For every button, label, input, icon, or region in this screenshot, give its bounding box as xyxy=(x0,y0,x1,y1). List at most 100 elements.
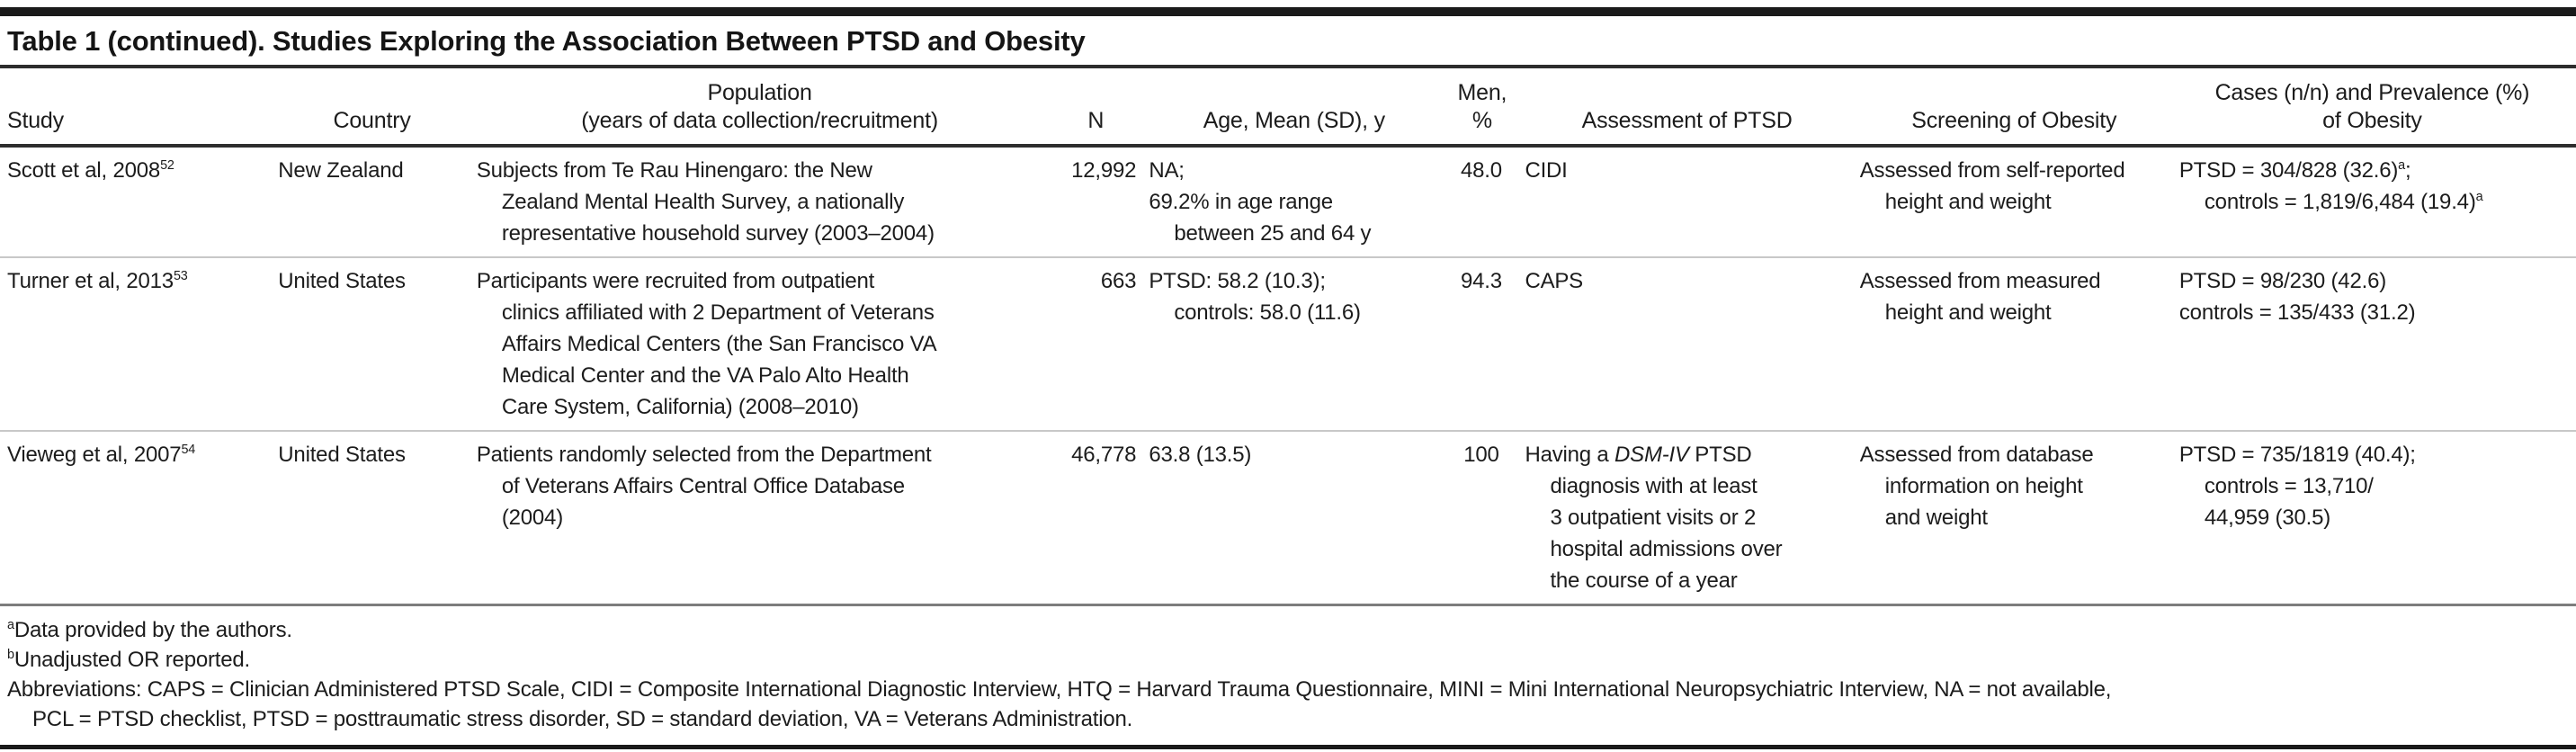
header-men-percent: Men,% xyxy=(1450,68,1525,148)
text-line: Vieweg et al, 200754 xyxy=(7,443,196,467)
table-title: Table 1 (continued). Studies Exploring t… xyxy=(7,25,1086,57)
text-line: diagnosis with at least xyxy=(1550,474,1758,498)
text-line: Assessed from self-reported xyxy=(1859,158,2125,183)
header-country: Country xyxy=(278,68,477,148)
text-line: Assessed from measured xyxy=(1859,269,2101,293)
text-line: Assessment of PTSD xyxy=(1581,108,1793,133)
text-line: Patients randomly selected from the Depa… xyxy=(476,443,932,467)
cell-n: 12,992 xyxy=(1053,146,1149,257)
text-line: 44,959 (30.5) xyxy=(2204,506,2331,530)
text-line: Scott et al, 200852 xyxy=(7,158,174,183)
text-line: PTSD = 98/230 (42.6) xyxy=(2178,269,2387,293)
header-study: Study xyxy=(0,68,279,148)
cell-screening: Assessed from database information on hei… xyxy=(1859,430,2179,604)
text-line: between 25 and 64 y xyxy=(1174,221,1372,246)
text-line: NA; xyxy=(1149,158,1185,183)
text-line: controls = 13,710/ xyxy=(2204,474,2374,498)
cell-men-percent: 48.0 xyxy=(1450,146,1525,257)
text-line: PTSD: 58.2 (10.3); xyxy=(1149,269,1326,293)
text-line: controls = 135/433 (31.2) xyxy=(2178,300,2416,325)
text-line: of Veterans Affairs Central Office Datab… xyxy=(501,474,905,498)
header-population: Population (years of data collection/recr… xyxy=(476,68,1054,148)
text-line: Affairs Medical Centers (the San Francis… xyxy=(501,332,937,356)
text-line: 94.3 xyxy=(1460,269,1502,293)
text-line: Care System, California) (2008–2010) xyxy=(501,395,859,419)
header-n: N xyxy=(1053,68,1149,148)
text-line: Assessed from database xyxy=(1859,443,2094,467)
cell-cases: PTSD = 98/230 (42.6) controls = 135/433 (… xyxy=(2178,256,2576,431)
cell-assessment: CIDI xyxy=(1525,146,1859,257)
text-line: Zealand Mental Health Survey, a national… xyxy=(501,190,905,214)
text-line: height and weight xyxy=(1884,190,2052,214)
text-line: information on height xyxy=(1884,474,2083,498)
text-line: 12,992 xyxy=(1071,158,1137,183)
text-line: United States xyxy=(278,443,406,467)
cell-screening: Assessed from self-reported height and we… xyxy=(1860,146,2179,257)
text-line: aData provided by the authors. xyxy=(7,618,292,642)
title-rule xyxy=(0,65,2576,68)
cell-cases: PTSD = 304/828 (32.6)a; controls = 1,819/… xyxy=(2179,146,2576,257)
cell-study: Turner et al, 201353 xyxy=(0,256,279,431)
cell-age: 63.8 (13.5) xyxy=(1149,430,1451,604)
cell-study: Scott et al, 200852 xyxy=(0,146,278,257)
text-line: Men, xyxy=(1457,80,1507,105)
text-line: Abbreviations: CAPS = Clinician Administ… xyxy=(7,677,2112,702)
text-line: 100 xyxy=(1463,443,1499,467)
header-age: Age, Mean (SD), y xyxy=(1149,68,1451,148)
text-line: 3 outpatient visits or 2 xyxy=(1550,506,1757,530)
text-line: Study xyxy=(7,108,64,133)
cell-country: United States xyxy=(278,256,477,431)
table-row: Vieweg et al, 200754 United States Patie… xyxy=(0,430,2576,604)
cell-n: 46,778 xyxy=(1053,430,1149,604)
header-assessment: Assessment of PTSD xyxy=(1525,68,1860,148)
text-line: CIDI xyxy=(1525,158,1568,183)
text-line: controls = 1,819/6,484 (19.4)a xyxy=(2204,190,2483,214)
table-body: Scott et al, 200852 New Zealand Subjects… xyxy=(0,146,2576,604)
text-line: height and weight xyxy=(1884,300,2052,325)
cell-study: Vieweg et al, 200754 xyxy=(0,430,279,604)
text-line: clinics affiliated with 2 Department of … xyxy=(501,300,935,325)
text-line: Screening of Obesity xyxy=(1911,108,2117,133)
top-rule-bar xyxy=(0,7,2576,16)
text-line: 48.0 xyxy=(1460,158,1502,183)
text-line: 69.2% in age range xyxy=(1149,190,1333,214)
text-line: % xyxy=(1471,108,1492,133)
text-line: PCL = PTSD checklist, PTSD = posttraumat… xyxy=(32,707,1133,731)
cell-screening: Assessed from measured height and weight xyxy=(1859,256,2179,431)
cell-country: United States xyxy=(278,430,477,604)
cell-men-percent: 94.3 xyxy=(1450,256,1525,431)
text-line: controls: 58.0 (11.6) xyxy=(1174,300,1361,325)
text-line: PTSD = 735/1819 (40.4); xyxy=(2178,443,2416,467)
table-footnotes: aData provided by the authors. bUnadjuste… xyxy=(0,604,2576,741)
text-line: Cases (n/n) and Prevalence (%) xyxy=(2214,80,2530,105)
cell-population: Participants were recruited from outpati… xyxy=(476,256,1054,431)
text-line: Medical Center and the VA Palo Alto Heal… xyxy=(501,363,909,388)
cell-assessment: Having a DSM-IV PTSD diagnosis with at le… xyxy=(1525,430,1860,604)
table-row: Scott et al, 200852 New Zealand Subjects… xyxy=(0,146,2576,257)
text-line: Subjects from Te Rau Hinengaro: the New xyxy=(476,158,872,183)
text-line: and weight xyxy=(1884,506,1988,530)
text-line: Population xyxy=(707,80,812,105)
cell-assessment: CAPS xyxy=(1525,256,1860,431)
text-line: United States xyxy=(278,269,406,293)
text-line: of Obesity xyxy=(2322,108,2422,133)
text-line: New Zealand xyxy=(278,158,404,183)
cell-population: Patients randomly selected from the Depa… xyxy=(476,430,1054,604)
cell-age: NA; 69.2% in age range between 25 and 64 y xyxy=(1149,146,1450,257)
table-row: Turner et al, 201353 United States Parti… xyxy=(0,256,2576,431)
bottom-rule-bar xyxy=(0,745,2576,749)
text-line: Having a DSM-IV PTSD xyxy=(1525,443,1752,467)
text-line: Age, Mean (SD), y xyxy=(1203,108,1385,133)
cell-n: 663 xyxy=(1053,256,1149,431)
text-line: (2004) xyxy=(501,506,563,530)
cell-men-percent: 100 xyxy=(1450,430,1525,604)
text-line: representative household survey (2003–20… xyxy=(501,221,935,246)
text-line: Turner et al, 201353 xyxy=(7,269,188,293)
text-line: N xyxy=(1087,108,1105,133)
text-line: Participants were recruited from outpati… xyxy=(476,269,875,293)
text-line: bUnadjusted OR reported. xyxy=(7,648,251,672)
cell-cases: PTSD = 735/1819 (40.4); controls = 13,710… xyxy=(2178,430,2576,604)
text-line: CAPS xyxy=(1525,269,1583,293)
text-line: 663 xyxy=(1100,269,1137,293)
